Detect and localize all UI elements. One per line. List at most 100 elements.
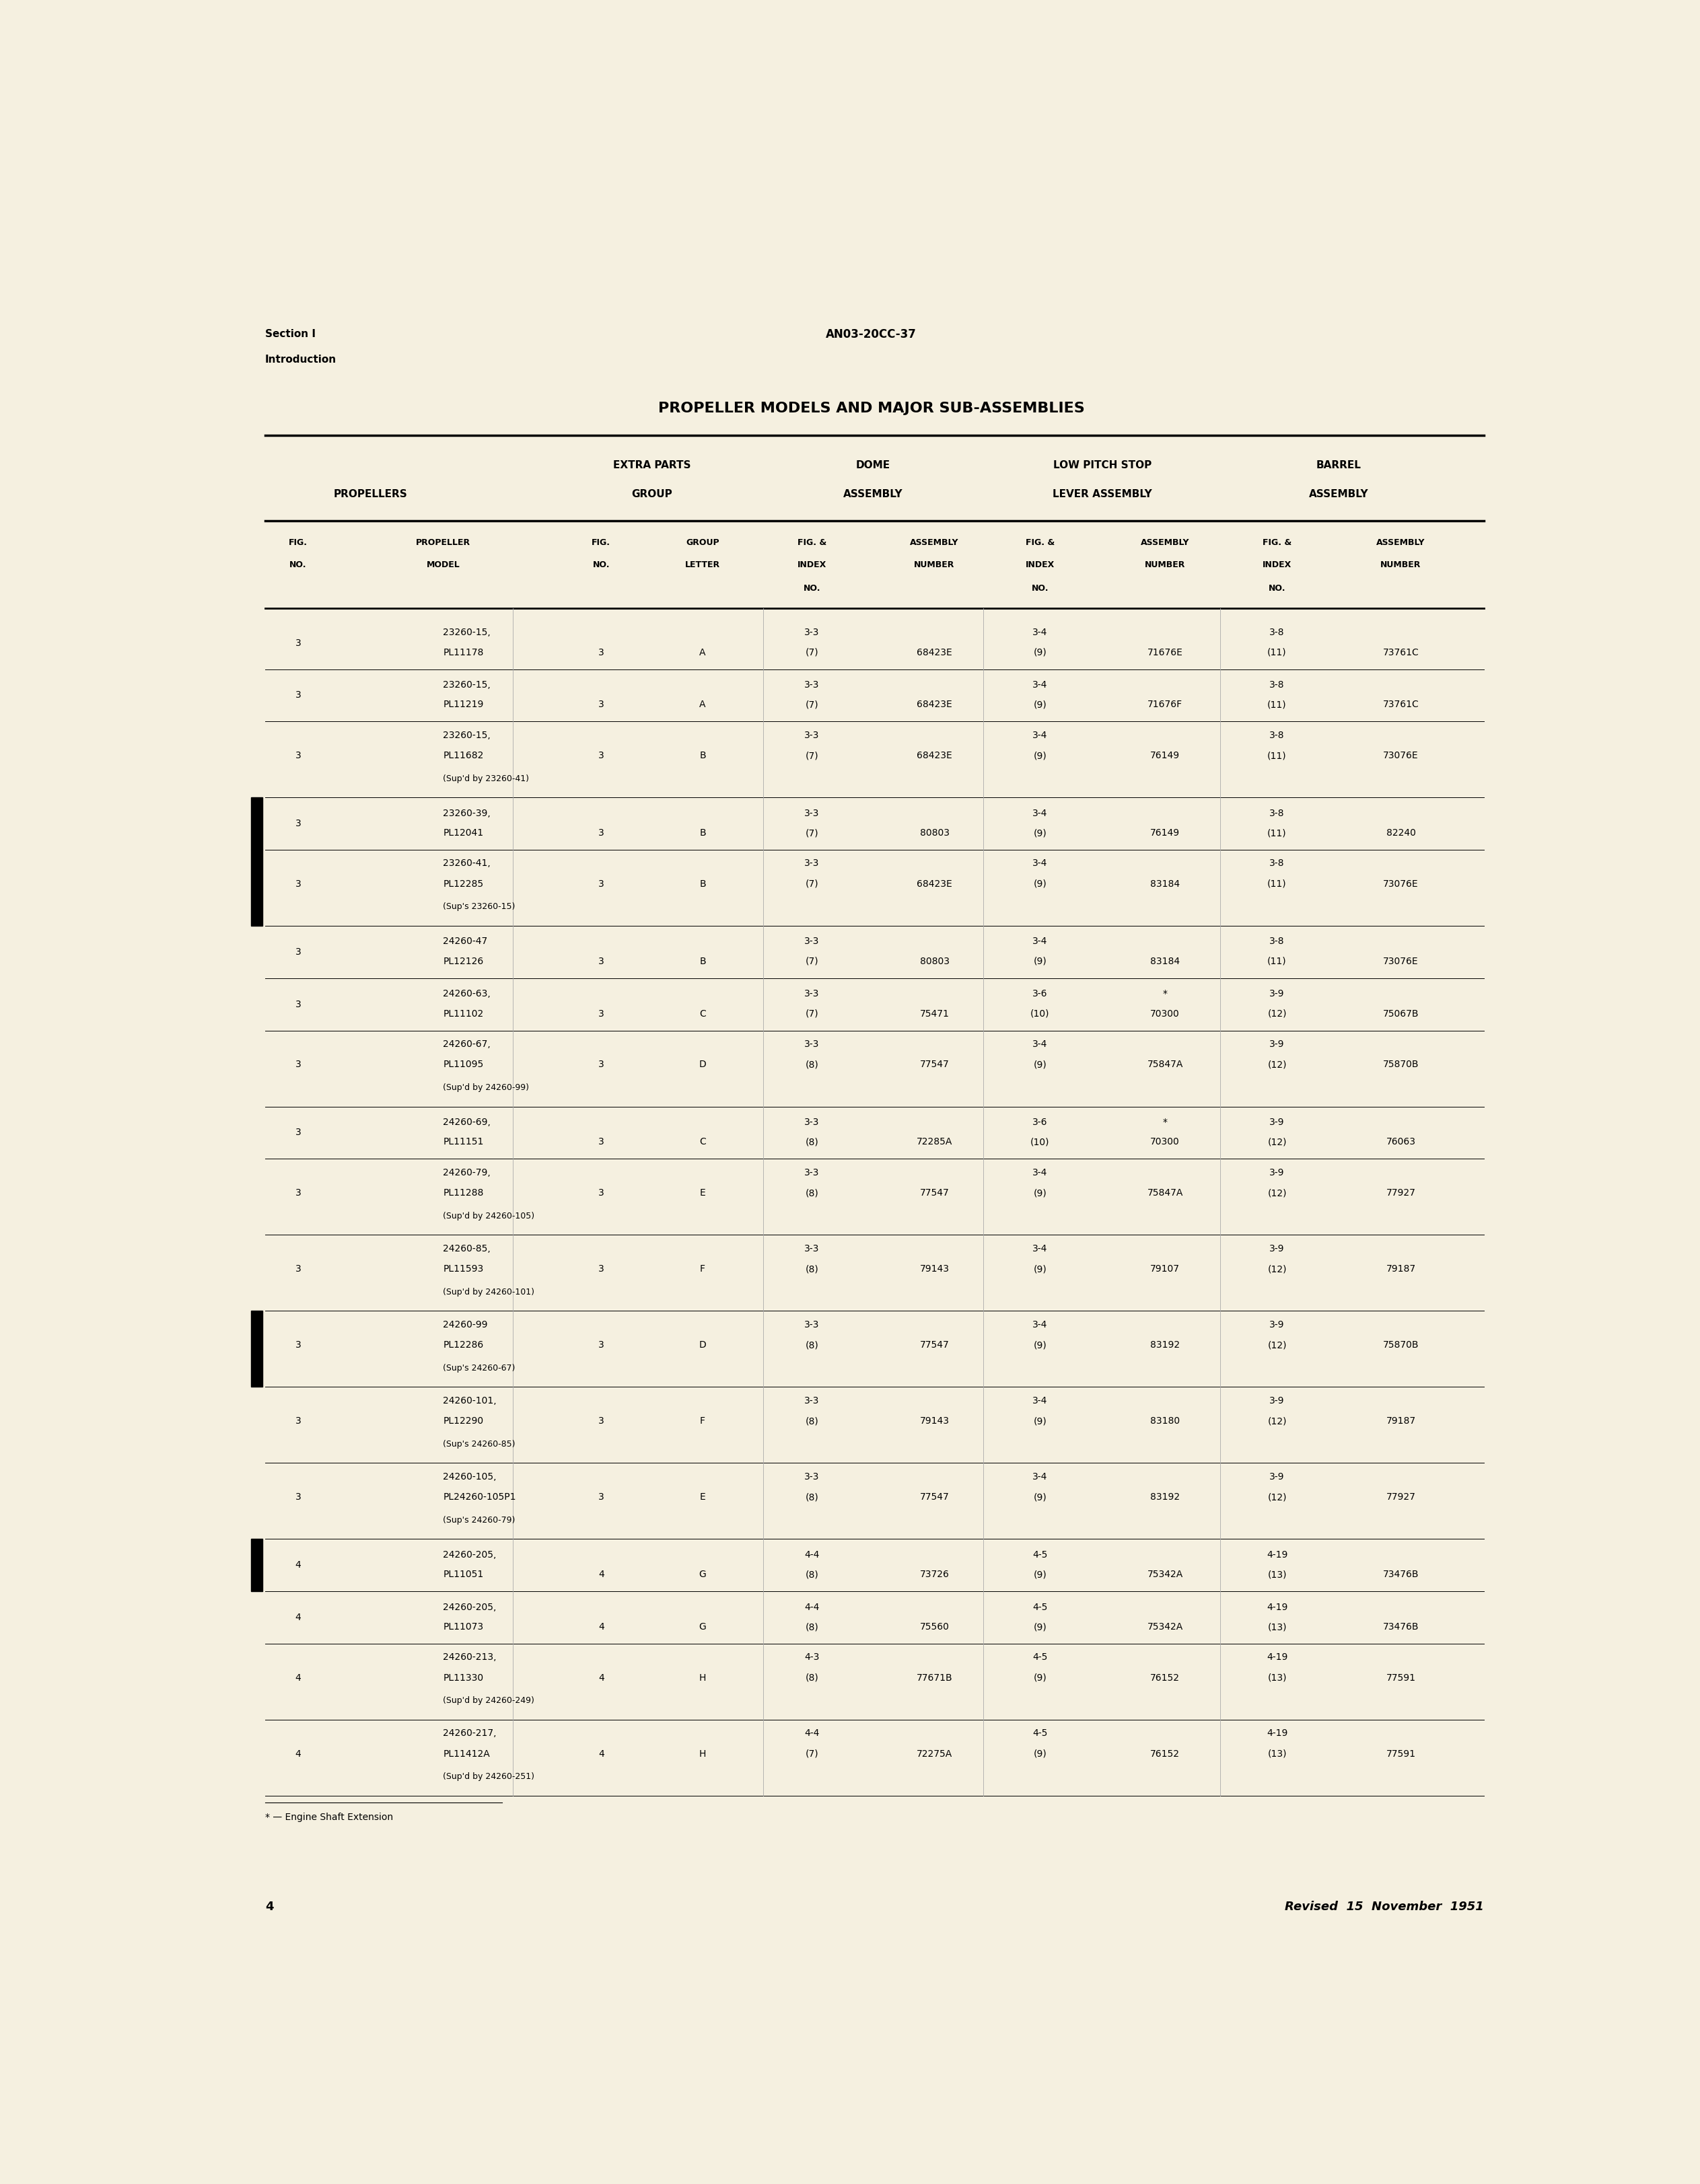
Text: 3-9: 3-9 (1270, 1245, 1285, 1254)
Text: PL12285: PL12285 (444, 880, 483, 889)
Text: (7): (7) (806, 701, 819, 710)
Text: 79143: 79143 (920, 1265, 949, 1273)
Text: ASSEMBLY: ASSEMBLY (1309, 489, 1368, 500)
Text: 82240: 82240 (1386, 828, 1416, 839)
Text: (9): (9) (1034, 1623, 1047, 1631)
Text: (Sup'd by 24260-105): (Sup'd by 24260-105) (444, 1212, 536, 1221)
Text: (9): (9) (1034, 1417, 1047, 1426)
Text: FIG. &: FIG. & (1263, 539, 1292, 548)
Text: 4-19: 4-19 (1266, 1653, 1287, 1662)
Text: (11): (11) (1268, 880, 1287, 889)
Text: 68423E: 68423E (916, 701, 952, 710)
Text: (12): (12) (1268, 1417, 1287, 1426)
Text: 75342A: 75342A (1148, 1623, 1183, 1631)
Text: PL11178: PL11178 (444, 649, 484, 657)
Text: 24260-205,: 24260-205, (444, 1551, 496, 1559)
Text: 76149: 76149 (1151, 751, 1180, 760)
Text: 3: 3 (598, 1009, 603, 1018)
Text: F: F (700, 1417, 705, 1426)
Text: ASSEMBLY: ASSEMBLY (1377, 539, 1425, 548)
Text: 3-6: 3-6 (1032, 1118, 1047, 1127)
Text: 73761C: 73761C (1382, 649, 1420, 657)
Text: 3-3: 3-3 (804, 858, 819, 869)
Text: (9): (9) (1034, 1188, 1047, 1197)
Text: (8): (8) (806, 1138, 819, 1147)
Text: D: D (699, 1341, 705, 1350)
Text: (9): (9) (1034, 1341, 1047, 1350)
Text: 3: 3 (598, 751, 603, 760)
Text: (11): (11) (1268, 701, 1287, 710)
Text: MODEL: MODEL (427, 561, 459, 570)
Text: 3: 3 (296, 948, 301, 957)
Text: 3: 3 (598, 1492, 603, 1503)
Text: E: E (700, 1188, 705, 1197)
Text: 77591: 77591 (1386, 1749, 1416, 1758)
Text: 3-3: 3-3 (804, 1245, 819, 1254)
Text: NUMBER: NUMBER (915, 561, 955, 570)
Text: 24260-69,: 24260-69, (444, 1118, 491, 1127)
Text: 3-4: 3-4 (1032, 1396, 1047, 1404)
Text: (8): (8) (806, 1059, 819, 1070)
Text: PL12041: PL12041 (444, 828, 483, 839)
Text: * — Engine Shaft Extension: * — Engine Shaft Extension (265, 1813, 393, 1821)
Text: 73076E: 73076E (1384, 751, 1418, 760)
Text: (7): (7) (806, 1009, 819, 1018)
Text: 3: 3 (296, 819, 301, 828)
Text: (9): (9) (1034, 1673, 1047, 1682)
Text: 80803: 80803 (920, 828, 949, 839)
Text: D: D (699, 1059, 705, 1070)
Text: (13): (13) (1268, 1623, 1287, 1631)
Text: 68423E: 68423E (916, 649, 952, 657)
Text: (12): (12) (1268, 1138, 1287, 1147)
Text: PL11412A: PL11412A (444, 1749, 490, 1758)
Text: (11): (11) (1268, 828, 1287, 839)
Text: 3: 3 (598, 880, 603, 889)
Text: (9): (9) (1034, 1265, 1047, 1273)
Text: (8): (8) (806, 1570, 819, 1579)
Text: 3-3: 3-3 (804, 1319, 819, 1330)
Text: 75870B: 75870B (1382, 1059, 1420, 1070)
Text: 24260-217,: 24260-217, (444, 1730, 496, 1738)
Text: 3-4: 3-4 (1032, 679, 1047, 690)
Text: PL11095: PL11095 (444, 1059, 483, 1070)
Text: 4: 4 (598, 1570, 603, 1579)
Text: 3-4: 3-4 (1032, 1168, 1047, 1177)
Text: 83192: 83192 (1151, 1341, 1180, 1350)
Text: ASSEMBLY: ASSEMBLY (1141, 539, 1190, 548)
Text: 75560: 75560 (920, 1623, 949, 1631)
Text: (9): (9) (1034, 1059, 1047, 1070)
Text: 79187: 79187 (1386, 1265, 1416, 1273)
Text: ASSEMBLY: ASSEMBLY (910, 539, 959, 548)
Text: (10): (10) (1030, 1009, 1049, 1018)
Text: 4-19: 4-19 (1266, 1730, 1287, 1738)
Text: 73476B: 73476B (1382, 1570, 1420, 1579)
Text: 3-4: 3-4 (1032, 937, 1047, 946)
Text: GROUP: GROUP (685, 539, 719, 548)
Text: (9): (9) (1034, 957, 1047, 965)
Text: (12): (12) (1268, 1265, 1287, 1273)
Text: 3-8: 3-8 (1270, 729, 1285, 740)
Text: 4: 4 (265, 1900, 274, 1913)
Text: 75847A: 75847A (1148, 1059, 1183, 1070)
Text: 71676E: 71676E (1148, 649, 1183, 657)
Text: INDEX: INDEX (1263, 561, 1292, 570)
Text: 4: 4 (296, 1749, 301, 1758)
Text: (7): (7) (806, 751, 819, 760)
Text: 75870B: 75870B (1382, 1341, 1420, 1350)
Text: 3: 3 (296, 690, 301, 701)
Text: (13): (13) (1268, 1749, 1287, 1758)
Text: (8): (8) (806, 1492, 819, 1503)
Text: 3: 3 (598, 1265, 603, 1273)
Text: 3-4: 3-4 (1032, 808, 1047, 819)
Text: FIG. &: FIG. & (1025, 539, 1054, 548)
Text: PL11288: PL11288 (444, 1188, 484, 1197)
Text: 77547: 77547 (920, 1188, 949, 1197)
Text: 24260-85,: 24260-85, (444, 1245, 491, 1254)
Text: 73726: 73726 (920, 1570, 949, 1579)
Text: 3-3: 3-3 (804, 808, 819, 819)
Text: AN03-20CC-37: AN03-20CC-37 (826, 328, 916, 341)
Text: 24260-99: 24260-99 (444, 1319, 488, 1330)
Text: 83184: 83184 (1151, 880, 1180, 889)
Text: INDEX: INDEX (1025, 561, 1054, 570)
Text: 4-5: 4-5 (1032, 1551, 1047, 1559)
